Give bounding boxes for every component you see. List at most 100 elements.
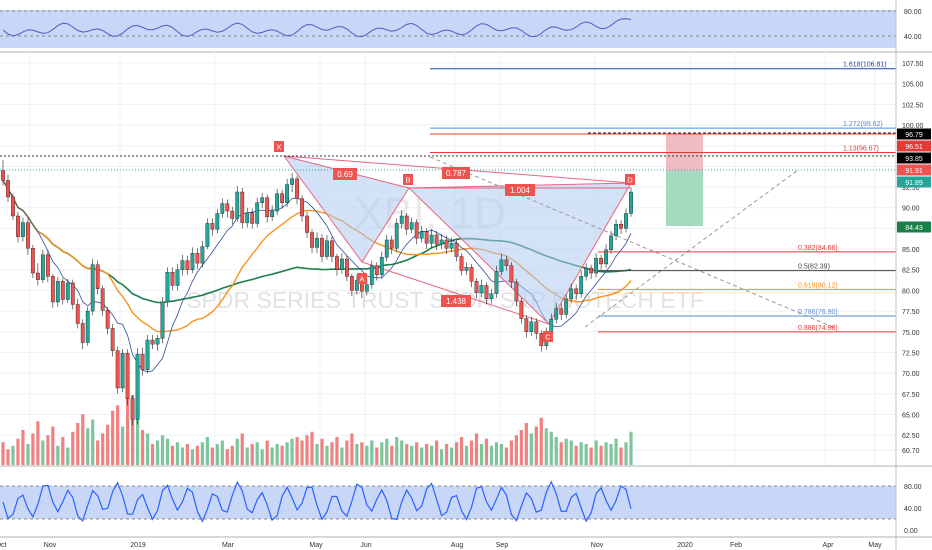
volume-bar [579,442,583,465]
candle-body [419,231,424,239]
candle-body [195,252,200,264]
volume-bar [315,444,319,465]
volume-bar [51,426,55,465]
candle-body [50,276,55,303]
candle-body [409,222,414,230]
candle-body [474,281,479,294]
candle-body [524,318,529,332]
volume-bar [205,437,209,465]
candle-body [1,170,5,181]
candle-body [300,198,304,217]
price-tag [897,128,931,140]
volume-bar [71,431,75,465]
volume-bar [430,445,434,465]
candle-body [155,338,160,345]
price-tag-text: 84.43 [905,225,923,232]
volume-bar [604,442,608,465]
candle-body [514,281,519,302]
stop-zone [666,171,703,226]
candle-body [55,281,60,303]
volume-bar [145,433,150,465]
candle-body [70,282,75,305]
volume-bar [310,431,314,465]
trendline-down [429,156,836,329]
candle-body [120,353,125,389]
volume-bar [330,442,334,465]
volume-bar [350,433,354,465]
candle-body [479,285,484,294]
candle-body [534,321,539,334]
price-tag-text: 96.51 [905,144,923,151]
price-tick-label: 107.50 [902,61,924,68]
rsi-level-low: 40.00 [904,34,922,41]
candle-body [374,265,379,275]
fib-level-label: 1.13(96.67) [843,146,879,153]
candle-body [135,353,140,420]
candle-body [125,353,130,399]
candle-body [364,284,369,292]
ratio-label-box [333,168,357,180]
ratio-label-box [442,167,470,179]
volume-bar [101,433,105,465]
volume-bar [285,442,289,465]
volume-bar [449,447,454,465]
time-tick-label: May [309,542,323,549]
time-tick-label: Oct [0,542,6,549]
volume-bar [195,445,199,465]
volume-bar [175,442,180,465]
volume-bar [225,449,229,465]
candle-body [394,223,399,249]
volume-bar [385,438,389,465]
volume-bar [469,440,474,465]
price-tick-label: 105.00 [902,82,924,89]
fib-level-label: 0.786(76.90) [798,309,838,316]
volume-bar [499,444,504,465]
volume-bar [390,445,394,465]
volume-bar [400,440,404,465]
volume-bar [126,398,130,465]
candle-body [285,184,289,203]
volume-bar [529,433,533,465]
price-tag-text: 91.89 [905,180,923,187]
price-tick-label: 82.50 [902,268,920,275]
volume-bar [280,445,284,465]
volume-bar [524,423,528,465]
volume-bar [395,437,399,465]
volume-bar [111,410,115,465]
rsi-band [0,10,896,48]
volume-bar [569,440,573,465]
fib-level-label: 1.272(99.62) [843,121,883,128]
volume-bar [410,445,414,465]
volume-bar [599,445,603,465]
volume-bar [185,444,190,465]
candle-body [484,285,489,299]
price-tag [897,164,931,176]
volume-bar [514,435,518,465]
volume-bar [509,440,513,465]
price-tag [897,140,931,152]
volume-bar [81,414,85,465]
candle-body [105,310,110,329]
time-axis[interactable]: Oct Nov 2019 Mar May Jun Aug Sep Nov 2020 Feb Apr Ma… [0,542,882,549]
volume-bar [96,440,100,465]
stochastic-pane: 80.00 40.00 0.00 [0,480,922,535]
candle-body [519,300,524,319]
volume-bar [355,444,359,465]
volume-bar [190,449,194,465]
price-tick-label: 90.00 [902,206,920,213]
ratio-label-box [441,295,471,307]
candle-body [369,265,374,285]
volume-bar [405,444,409,465]
candle-body [320,238,324,257]
stochastic-line [2,480,632,523]
time-tick-label: Nov [44,542,57,549]
pattern-ratio-labels: 0.69 0.787 1.004 1.438 [333,167,535,307]
candle-body [110,328,115,351]
volume-bar [245,447,249,465]
candle-body [529,321,534,332]
candle-body [275,193,280,212]
candle-body [21,222,25,237]
candle-body [349,276,354,291]
price-axis[interactable]: 107.50105.00102.50100.0097.5095.0092.509… [902,61,924,455]
